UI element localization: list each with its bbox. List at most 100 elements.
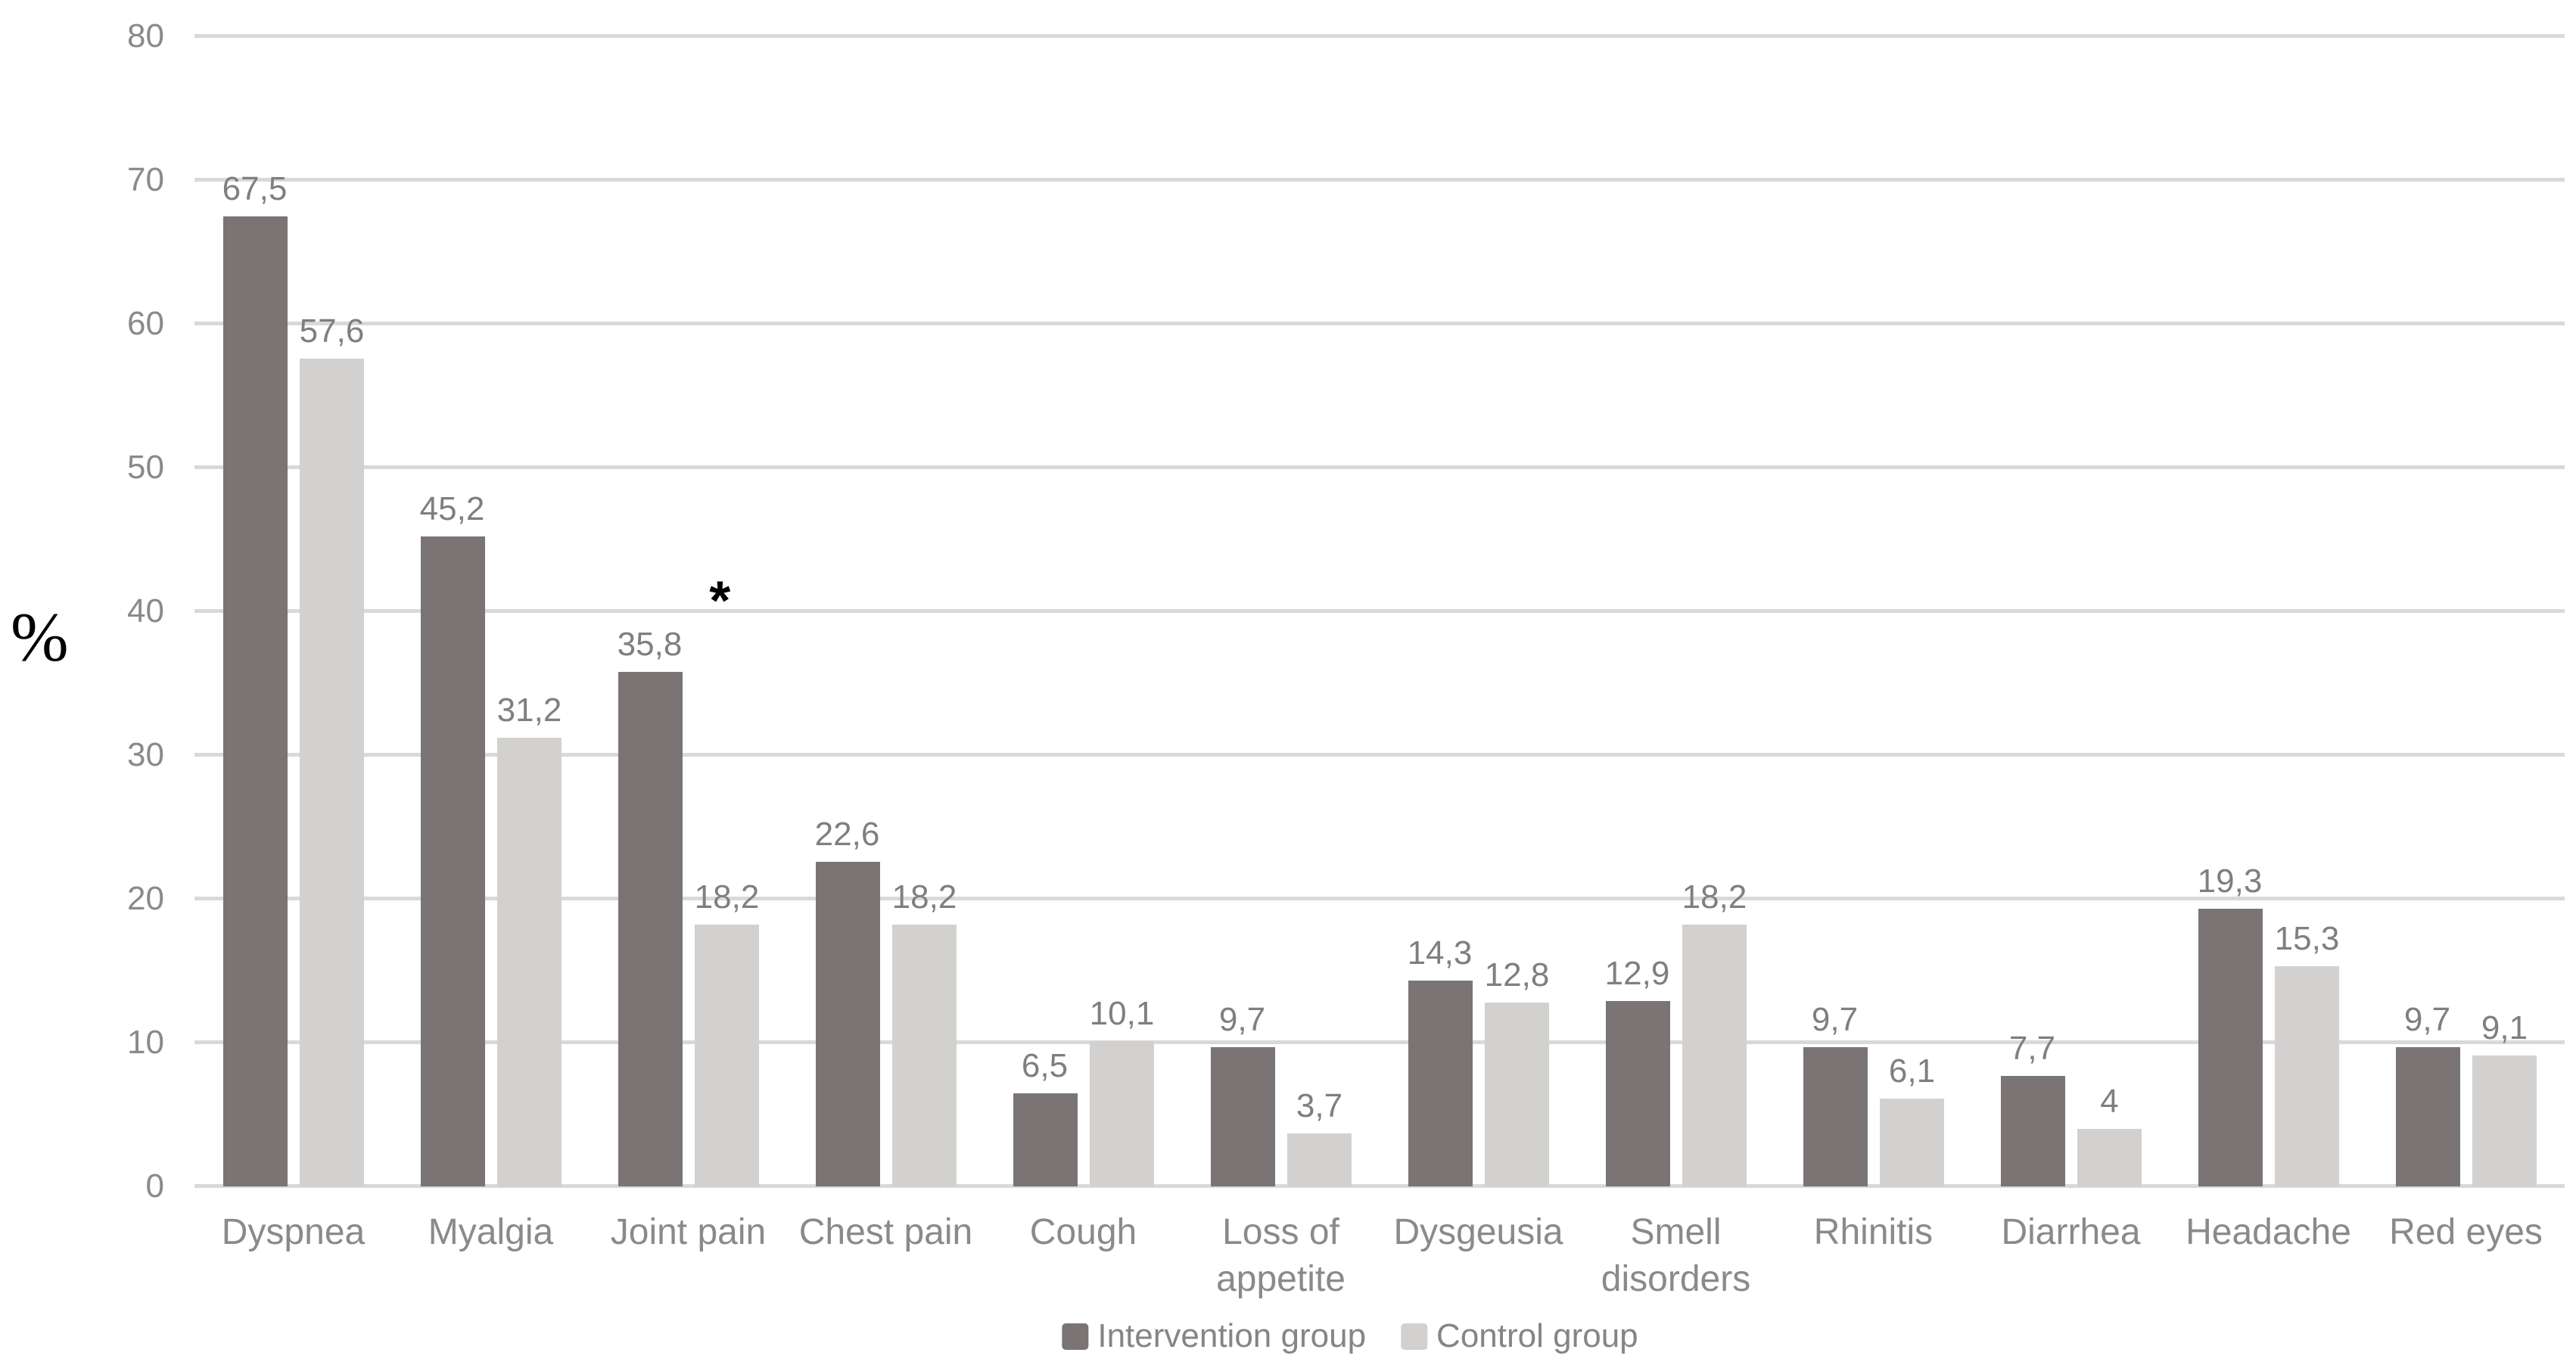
- value-label-smell-disorders-control-group: 18,2: [1682, 878, 1747, 916]
- bar-headache-control-group: [2274, 966, 2339, 1186]
- x-axis-labels: Dyspnea Myalgia Joint pain Chest pain Cough L…: [194, 1209, 2565, 1304]
- bar-group-dyspnea: 67,5 57,6: [194, 36, 392, 1186]
- category-label-chest-pain: Chest pain: [798, 1212, 973, 1252]
- bar-joint-pain-intervention-group: [618, 671, 683, 1186]
- value-label-dyspnea-control-group: 57,6: [299, 312, 365, 350]
- category-label-joint-pain: Joint pain: [610, 1212, 767, 1252]
- bar-diarrhea-intervention-group: [2000, 1075, 2065, 1186]
- bar-myalgia-control-group: [496, 738, 562, 1186]
- y-tick-label-20: 20: [127, 880, 164, 917]
- category-label-myalgia: Myalgia: [428, 1212, 554, 1252]
- bar-chest-pain-control-group: [891, 925, 957, 1186]
- value-label-diarrhea-control-group: 4: [2100, 1083, 2119, 1120]
- plot-area: 0 10 20 30 40 50 60 70 80 67,5 57,6 45,2 31,2 35,8 18,…: [127, 20, 2565, 1203]
- y-tick-label-50: 50: [127, 449, 164, 486]
- bar-group-joint-pain: 35,8 18,2 *: [590, 36, 787, 1186]
- bar-group-myalgia: 45,2 31,2: [392, 36, 590, 1186]
- bar-group-red-eyes: 9,7 9,1: [2367, 36, 2565, 1186]
- value-label-joint-pain-control-group: 18,2: [694, 878, 760, 916]
- y-tick-label-60: 60: [127, 305, 164, 342]
- bar-chest-pain-intervention-group: [815, 861, 880, 1186]
- bar-dysgeusia-control-group: [1484, 1002, 1549, 1186]
- y-tick-label-30: 30: [127, 736, 164, 773]
- value-label-red-eyes-intervention-group: 9,7: [2403, 1000, 2451, 1038]
- bar-red-eyes-control-group: [2472, 1056, 2537, 1186]
- gridline-80: [194, 34, 2565, 38]
- value-label-cough-intervention-group: 6,5: [1021, 1046, 1069, 1084]
- value-label-myalgia-control-group: 31,2: [496, 692, 562, 729]
- legend-item-control-group: Control group: [1401, 1320, 1638, 1353]
- value-label-chest-pain-control-group: 18,2: [891, 878, 957, 916]
- gridline-60: [194, 322, 2565, 325]
- value-label-joint-pain-intervention-group: 35,8: [617, 625, 683, 663]
- value-label-chest-pain-intervention-group: 22,6: [814, 815, 880, 853]
- gridline-30: [194, 753, 2565, 757]
- bar-group-smell-disorders: 12,9 18,2: [1577, 36, 1775, 1186]
- value-label-red-eyes-control-group: 9,1: [2481, 1009, 2528, 1047]
- bar-joint-pain-control-group: [694, 925, 759, 1186]
- value-label-rhinitis-control-group: 6,1: [1888, 1052, 1936, 1090]
- value-label-dysgeusia-control-group: 12,8: [1484, 956, 1550, 993]
- gridline-10: [194, 1040, 2565, 1044]
- category-label-diarrhea: Diarrhea: [2001, 1212, 2141, 1252]
- legend-label-intervention-group: Intervention group: [1097, 1317, 1367, 1354]
- gridline-0: [194, 1184, 2565, 1188]
- category-label-dysgeusia: Dysgeusia: [1393, 1212, 1563, 1252]
- bar-group-chest-pain: 22,6 18,2: [787, 36, 985, 1186]
- gridline-20: [194, 897, 2565, 900]
- value-label-smell-disorders-intervention-group: 12,9: [1604, 954, 1670, 992]
- bar-group-rhinitis: 9,7 6,1: [1775, 36, 1972, 1186]
- bar-headache-intervention-group: [2198, 909, 2263, 1186]
- bar-group-dysgeusia: 14,3 12,8: [1380, 36, 1577, 1186]
- bar-cough-control-group: [1089, 1041, 1154, 1186]
- bar-smell-disorders-intervention-group: [1605, 1000, 1670, 1186]
- category-label-smell-disorders: Smell disorders: [1601, 1212, 1751, 1300]
- gridline-70: [194, 178, 2565, 182]
- y-tick-label-10: 10: [127, 1024, 164, 1061]
- legend: Intervention group Control group: [1062, 1320, 1638, 1353]
- y-tick-label-0: 0: [145, 1167, 164, 1205]
- bar-group-cough: 6,5 10,1: [985, 36, 1182, 1186]
- bar-diarrhea-control-group: [2077, 1129, 2142, 1186]
- value-label-myalgia-intervention-group: 45,2: [419, 490, 485, 528]
- legend-item-intervention-group: Intervention group: [1062, 1320, 1366, 1353]
- category-label-dyspnea: Dyspnea: [221, 1212, 366, 1252]
- gridline-40: [194, 609, 2565, 613]
- value-label-cough-control-group: 10,1: [1089, 995, 1155, 1033]
- value-label-diarrhea-intervention-group: 7,7: [2008, 1029, 2056, 1067]
- category-label-loss-of-appetite: Loss of appetite: [1216, 1212, 1346, 1300]
- category-label-rhinitis: Rhinitis: [1813, 1212, 1934, 1252]
- significance-asterisk: *: [709, 570, 731, 631]
- value-label-headache-intervention-group: 19,3: [2197, 863, 2263, 900]
- legend-swatch-control-group: [1401, 1323, 1428, 1350]
- bar-rhinitis-control-group: [1879, 1099, 1944, 1186]
- value-label-dyspnea-intervention-group: 67,5: [222, 169, 288, 207]
- legend-swatch-intervention-group: [1062, 1323, 1089, 1350]
- value-label-dysgeusia-intervention-group: 14,3: [1407, 934, 1473, 972]
- bar-myalgia-intervention-group: [420, 536, 485, 1186]
- bar-smell-disorders-control-group: [1682, 925, 1747, 1186]
- bar-loss-of-appetite-control-group: [1286, 1133, 1352, 1186]
- bar-red-eyes-intervention-group: [2395, 1046, 2460, 1186]
- bar-dysgeusia-intervention-group: [1408, 981, 1473, 1186]
- gridline-50: [194, 465, 2565, 469]
- category-label-red-eyes: Red eyes: [2389, 1212, 2543, 1252]
- bar-groups: 67,5 57,6 45,2 31,2 35,8 18,2 * 22,6 18,2 6,5 10,1…: [194, 36, 2565, 1186]
- y-tick-label-70: 70: [127, 161, 164, 198]
- y-axis-title: %: [11, 598, 69, 676]
- y-tick-label-80: 80: [127, 17, 164, 54]
- bar-group-loss-of-appetite: 9,7 3,7: [1182, 36, 1380, 1186]
- bar-cough-intervention-group: [1013, 1093, 1078, 1186]
- value-label-rhinitis-intervention-group: 9,7: [1811, 1000, 1859, 1038]
- value-label-headache-control-group: 15,3: [2274, 920, 2340, 958]
- category-label-headache: Headache: [2186, 1212, 2351, 1252]
- bar-dyspnea-control-group: [299, 358, 364, 1186]
- legend-label-control-group: Control group: [1436, 1317, 1638, 1354]
- y-tick-label-40: 40: [127, 592, 164, 630]
- bar-group-diarrhea: 7,7 4: [1972, 36, 2170, 1186]
- category-label-cough: Cough: [1029, 1212, 1137, 1252]
- bar-loss-of-appetite-intervention-group: [1210, 1046, 1275, 1186]
- value-label-loss-of-appetite-control-group: 3,7: [1296, 1087, 1343, 1124]
- value-label-loss-of-appetite-intervention-group: 9,7: [1218, 1000, 1266, 1038]
